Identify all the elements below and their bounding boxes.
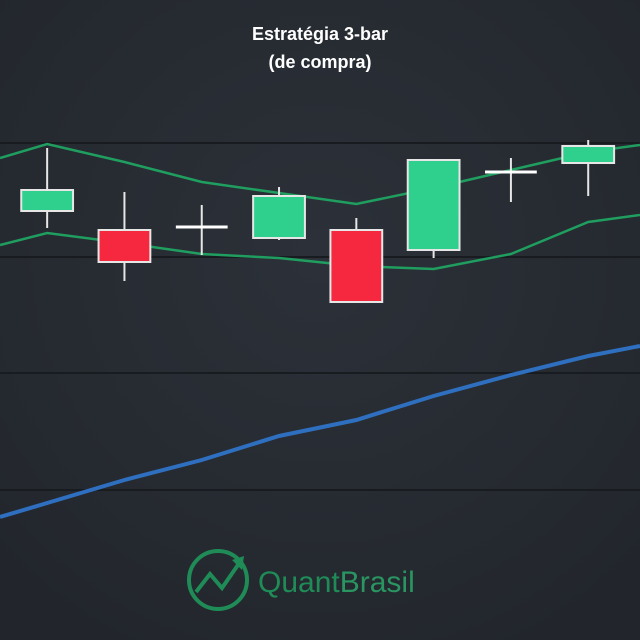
- plot: [0, 140, 640, 519]
- indicator-line: [0, 344, 640, 519]
- logo-quant: Quant: [258, 566, 340, 599]
- logo-brasil: Brasil: [340, 566, 415, 599]
- indicator-line: [0, 213, 640, 271]
- logo-arrow: [194, 560, 242, 594]
- logo-circle: [187, 549, 249, 611]
- candle-body: [20, 189, 75, 212]
- chart-subtitle: (de compra): [268, 52, 371, 72]
- candle-body: [97, 229, 152, 263]
- chart-title: Estratégia 3-bar: [252, 24, 388, 44]
- candle-body: [252, 195, 306, 239]
- candle-body: [406, 159, 461, 251]
- candle-body: [561, 145, 616, 164]
- indicator-line: [0, 142, 640, 206]
- candle-body: [329, 229, 384, 303]
- logo: QuantBrasil: [187, 549, 415, 611]
- logo-text: QuantBrasil: [258, 566, 415, 599]
- logo-arrowhead: [232, 556, 244, 570]
